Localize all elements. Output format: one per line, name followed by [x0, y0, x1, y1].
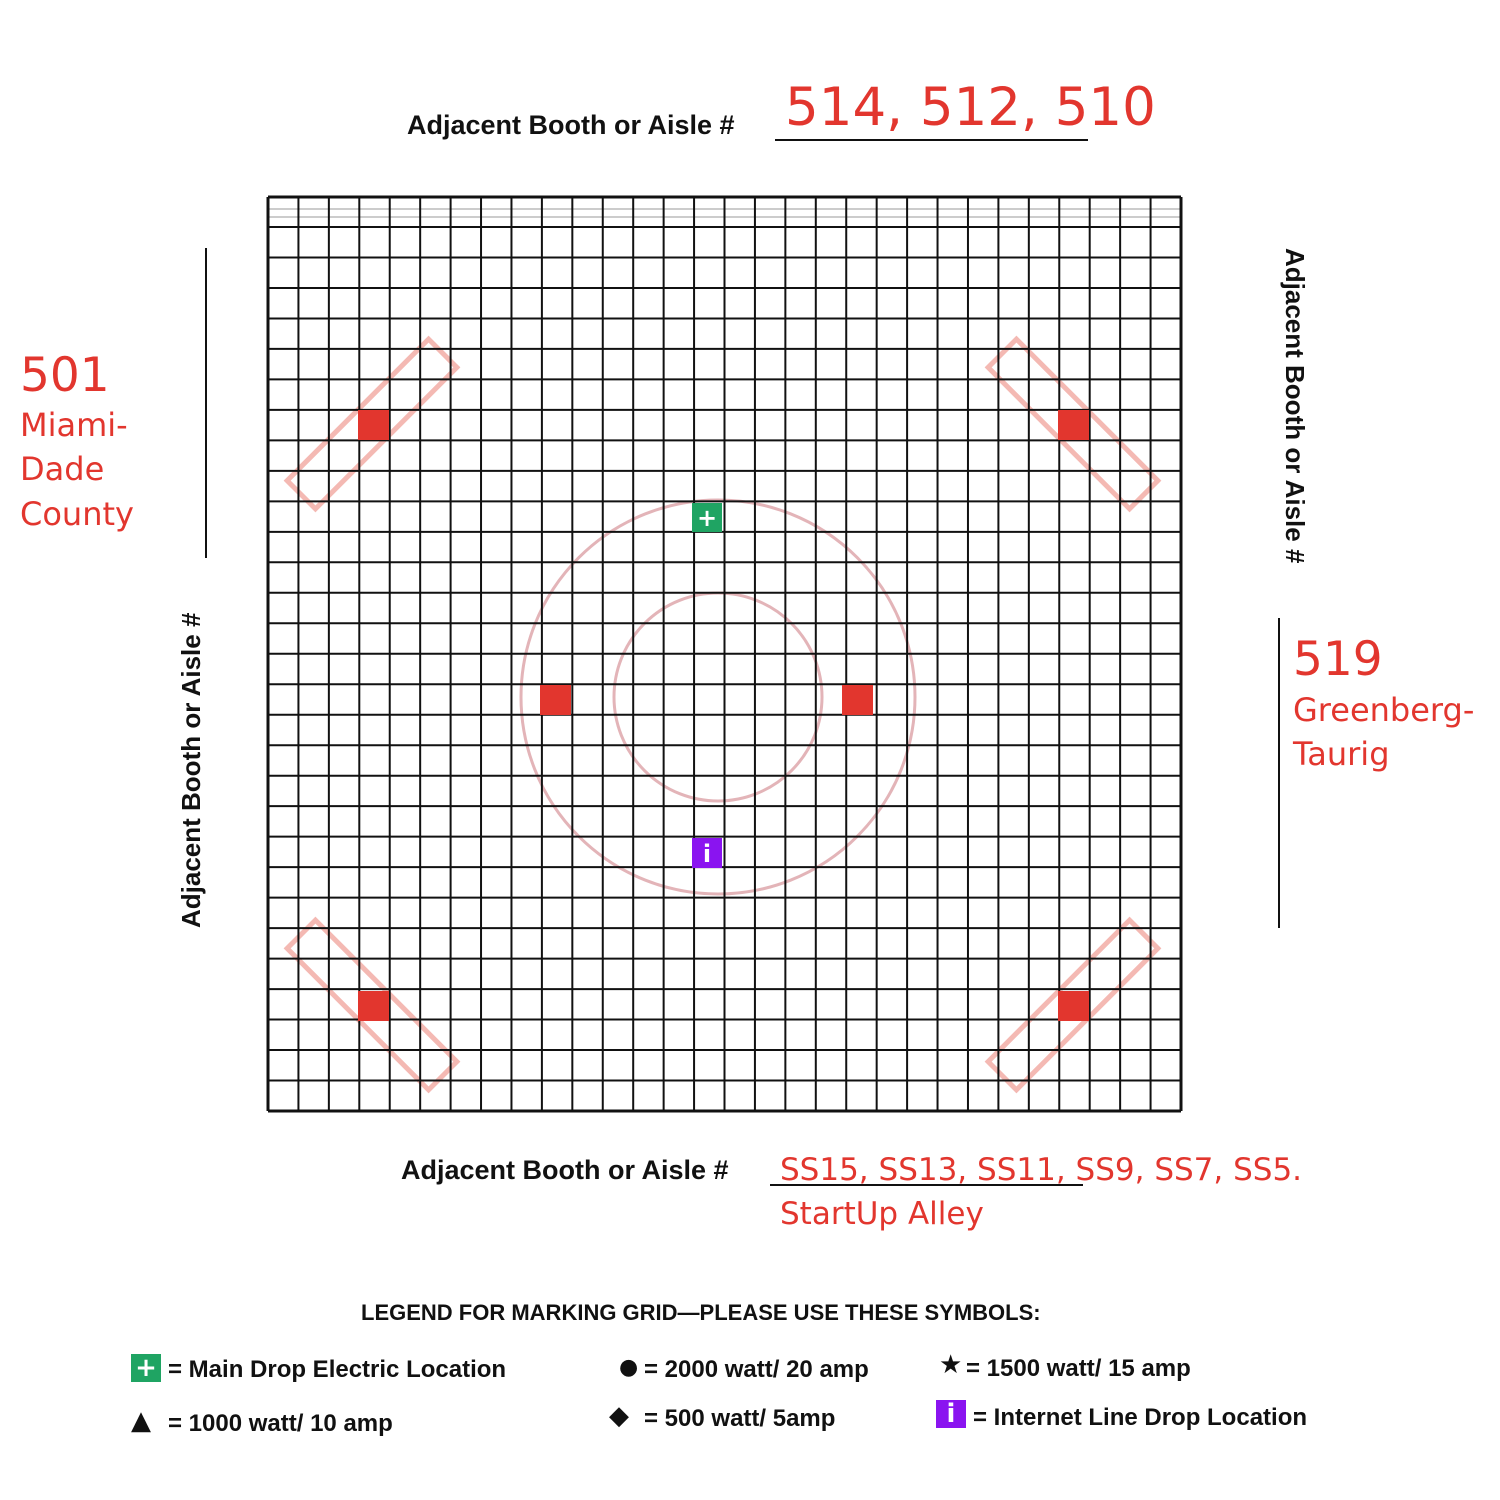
info-icon: i	[936, 1400, 966, 1428]
bottom-adjacent-value-2: StartUp Alley	[780, 1196, 984, 1232]
left-booth-name-3: County	[20, 495, 134, 533]
right-adjacent-label: Adjacent Booth or Aisle #	[1280, 248, 1310, 564]
legend-internet: = Internet Line Drop Location	[973, 1404, 1308, 1431]
grid-lines	[266, 195, 1183, 1113]
circle-icon: ●	[619, 1355, 639, 1380]
plus-icon-box	[692, 503, 722, 532]
outlet-marker	[540, 685, 571, 715]
plus-icon-glyph: +	[697, 504, 717, 532]
right-booth-name-2: Taurig	[1293, 735, 1390, 773]
left-adjacent-label: Adjacent Booth or Aisle #	[176, 612, 206, 928]
legend-1000w: = 1000 watt/ 10 amp	[168, 1410, 393, 1437]
grid-markers: +i	[358, 410, 1089, 1021]
outlet-marker	[1058, 410, 1089, 440]
star-icon: ★	[939, 1350, 963, 1380]
legend-1500w: = 1500 watt/ 15 amp	[966, 1355, 1191, 1382]
right-booth-name-1: Greenberg-	[1293, 691, 1475, 729]
left-rule	[205, 248, 207, 558]
outlet-marker	[842, 685, 873, 715]
info-icon-box	[692, 838, 722, 868]
legend-title: LEGEND FOR MARKING GRID—PLEASE USE THESE…	[361, 1300, 1041, 1325]
right-rule	[1278, 618, 1280, 928]
main-drop-electric-marker: +	[692, 503, 722, 532]
outer-guide-circle	[519, 498, 917, 896]
legend-main-drop: = Main Drop Electric Location	[168, 1356, 507, 1383]
bottom-underline	[770, 1184, 1083, 1186]
legend-500w: = 500 watt/ 5amp	[644, 1405, 836, 1432]
left-booth-number: 501	[20, 348, 110, 403]
internet-drop-marker: i	[692, 838, 722, 868]
top-adjacent-label: Adjacent Booth or Aisle #	[407, 110, 735, 140]
outlet-marker	[1058, 991, 1089, 1021]
outlet-marker	[358, 991, 389, 1021]
bottom-adjacent-label: Adjacent Booth or Aisle #	[401, 1155, 729, 1185]
triangle-icon: ▲	[131, 1406, 151, 1436]
legend-2000w: = 2000 watt/ 20 amp	[644, 1356, 869, 1383]
top-underline	[775, 139, 1088, 141]
diamond-icon: ◆	[609, 1401, 629, 1431]
info-icon-glyph: i	[703, 840, 711, 868]
plus-icon: +	[131, 1354, 161, 1382]
bottom-adjacent-value-1: SS15, SS13, SS11, SS9, SS7, SS5.	[780, 1152, 1303, 1188]
right-booth-number: 519	[1293, 632, 1383, 687]
left-booth-name-2: Dade	[20, 450, 105, 488]
outlet-marker	[358, 410, 389, 440]
top-adjacent-value: 514, 512, 510	[785, 77, 1156, 138]
left-booth-name-1: Miami-	[20, 406, 128, 444]
